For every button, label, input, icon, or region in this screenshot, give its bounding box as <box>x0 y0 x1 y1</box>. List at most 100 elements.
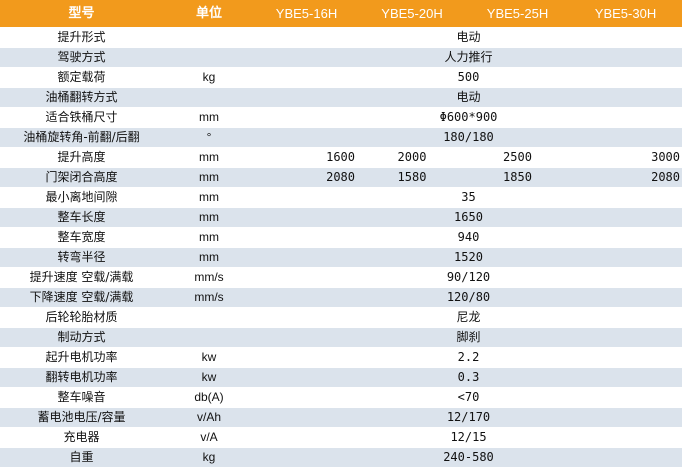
header-model-2: YBE5-20H <box>358 0 466 28</box>
row-label: 整车宽度 <box>0 227 163 248</box>
row-unit <box>163 87 255 108</box>
row-value: 电动 <box>255 27 682 48</box>
row-unit: kg <box>163 67 255 88</box>
row-label: 额定载荷 <box>0 67 163 88</box>
row-value: 电动 <box>255 87 682 108</box>
table-row: 后轮轮胎材质 尼龙 <box>0 307 682 328</box>
row-unit: v/Ah <box>163 407 255 428</box>
row-label: 充电器 <box>0 427 163 448</box>
table-row: 整车长度 mm 1650 <box>0 207 682 228</box>
row-unit: mm/s <box>163 287 255 308</box>
table-row: 油桶旋转角-前翻/后翻 ° 180/180 <box>0 127 682 148</box>
row-value-model-1: 2080 <box>255 167 358 188</box>
row-value-model-2: 1580 <box>358 167 466 188</box>
row-value: 脚刹 <box>255 327 682 348</box>
row-value-model-1: 1600 <box>255 147 358 168</box>
row-unit: v/A <box>163 427 255 448</box>
row-value-model-2: 2000 <box>358 147 466 168</box>
row-value: 0.3 <box>255 367 682 388</box>
row-value: Φ600*900 <box>255 107 682 128</box>
table-row: 提升速度 空载/满载 mm/s 90/120 <box>0 267 682 288</box>
row-unit: mm <box>163 107 255 128</box>
header-unit: 单位 <box>163 0 255 28</box>
row-label: 后轮轮胎材质 <box>0 307 163 328</box>
row-label: 最小离地间隙 <box>0 187 163 208</box>
table-row: 起升电机功率 kw 2.2 <box>0 347 682 368</box>
row-unit: mm <box>163 187 255 208</box>
row-unit: mm <box>163 227 255 248</box>
row-label: 油桶翻转方式 <box>0 87 163 108</box>
table-row: 额定载荷 kg 500 <box>0 67 682 88</box>
row-unit: kw <box>163 367 255 388</box>
row-unit <box>163 307 255 328</box>
table-row: 蓄电池电压/容量 v/Ah 12/170 <box>0 407 682 428</box>
row-unit: mm <box>163 247 255 268</box>
row-label: 整车噪音 <box>0 387 163 408</box>
row-label: 起升电机功率 <box>0 347 163 368</box>
row-label: 下降速度 空载/满载 <box>0 287 163 308</box>
row-value: 500 <box>255 67 682 88</box>
spec-body: 提升形式 电动 驾驶方式 人力推行 额定载荷 kg 500 油桶翻转方式 电动 适合铁桶尺寸 mm Φ… <box>0 27 682 468</box>
table-row: 提升形式 电动 <box>0 27 682 48</box>
row-label: 蓄电池电压/容量 <box>0 407 163 428</box>
table-row: 门架闭合高度 mm 2080 1580 1850 2080 <box>0 167 682 188</box>
row-value-model-3: 1850 <box>466 167 569 188</box>
row-label: 提升高度 <box>0 147 163 168</box>
row-label: 制动方式 <box>0 327 163 348</box>
row-unit: kg <box>163 447 255 468</box>
row-label: 自重 <box>0 447 163 468</box>
table-row: 自重 kg 240-580 <box>0 447 682 468</box>
row-value-model-4: 2080 <box>569 167 682 188</box>
header-model-4: YBE5-30H <box>569 0 682 28</box>
row-value: 12/170 <box>255 407 682 428</box>
row-label: 驾驶方式 <box>0 47 163 68</box>
table-row: 驾驶方式 人力推行 <box>0 47 682 68</box>
table-row: 转弯半径 mm 1520 <box>0 247 682 268</box>
row-value: 尼龙 <box>255 307 682 328</box>
row-unit <box>163 47 255 68</box>
table-row: 整车噪音 db(A) <70 <box>0 387 682 408</box>
row-unit: mm <box>163 207 255 228</box>
header-model-1: YBE5-16H <box>255 0 358 28</box>
row-value: 90/120 <box>255 267 682 288</box>
row-value: 180/180 <box>255 127 682 148</box>
row-value: 35 <box>255 187 682 208</box>
row-unit <box>163 327 255 348</box>
row-value: 1650 <box>255 207 682 228</box>
row-unit: kw <box>163 347 255 368</box>
header-row: 型号 单位 YBE5-16H YBE5-20H YBE5-25H YBE5-30… <box>0 0 682 28</box>
header-label: 型号 <box>0 0 163 28</box>
row-value: 12/15 <box>255 427 682 448</box>
table-row: 翻转电机功率 kw 0.3 <box>0 367 682 388</box>
table-row: 整车宽度 mm 940 <box>0 227 682 248</box>
table-row: 最小离地间隙 mm 35 <box>0 187 682 208</box>
row-value: 940 <box>255 227 682 248</box>
row-value-model-4: 3000 <box>569 147 682 168</box>
row-unit: mm <box>163 167 255 188</box>
table-row: 提升高度 mm 1600 2000 2500 3000 <box>0 147 682 168</box>
row-unit: ° <box>163 127 255 148</box>
row-label: 转弯半径 <box>0 247 163 268</box>
table-row: 制动方式 脚刹 <box>0 327 682 348</box>
row-label: 油桶旋转角-前翻/后翻 <box>0 127 163 148</box>
table-row: 下降速度 空载/满载 mm/s 120/80 <box>0 287 682 308</box>
row-value: 1520 <box>255 247 682 268</box>
row-label: 翻转电机功率 <box>0 367 163 388</box>
table-row: 充电器 v/A 12/15 <box>0 427 682 448</box>
table-row: 油桶翻转方式 电动 <box>0 87 682 108</box>
row-unit: db(A) <box>163 387 255 408</box>
row-label: 门架闭合高度 <box>0 167 163 188</box>
row-unit: mm <box>163 147 255 168</box>
table-row: 适合铁桶尺寸 mm Φ600*900 <box>0 107 682 128</box>
row-value-model-3: 2500 <box>466 147 569 168</box>
row-value: 人力推行 <box>255 47 682 68</box>
row-label: 提升速度 空载/满载 <box>0 267 163 288</box>
row-label: 提升形式 <box>0 27 163 48</box>
row-value: 240-580 <box>255 447 682 468</box>
row-value: <70 <box>255 387 682 408</box>
row-label: 整车长度 <box>0 207 163 228</box>
header-model-3: YBE5-25H <box>466 0 569 28</box>
row-label: 适合铁桶尺寸 <box>0 107 163 128</box>
row-value: 2.2 <box>255 347 682 368</box>
